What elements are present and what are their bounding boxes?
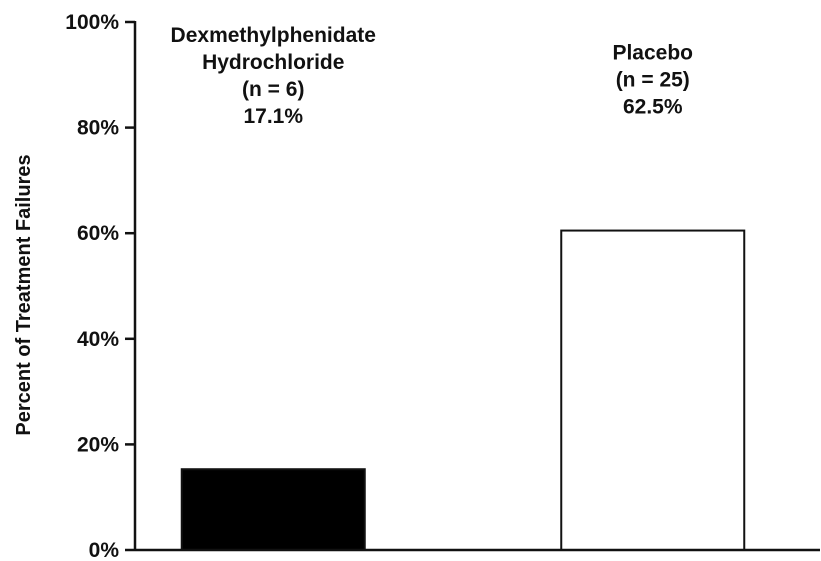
bar-label-line: Placebo: [612, 41, 693, 64]
y-tick-label: 40%: [77, 328, 119, 351]
bar-label-line: 17.1%: [243, 105, 303, 128]
y-tick-label: 0%: [89, 539, 120, 561]
bar-label-line: Hydrochloride: [202, 51, 344, 74]
bar: [560, 229, 746, 551]
y-tick-label: 60%: [77, 222, 119, 245]
y-axis-label: Percent of Treatment Failures: [13, 154, 35, 435]
bar-label-line: (n = 6): [242, 78, 304, 101]
bar-label-line: (n = 25): [616, 68, 690, 91]
y-tick-label: 100%: [65, 11, 119, 34]
y-tick-label: 80%: [77, 117, 119, 140]
y-tick-label: 20%: [77, 433, 119, 456]
bar-label-line: 62.5%: [623, 95, 683, 118]
bar: [180, 468, 366, 551]
bar-label-line: Dexmethylphenidate: [171, 24, 376, 47]
